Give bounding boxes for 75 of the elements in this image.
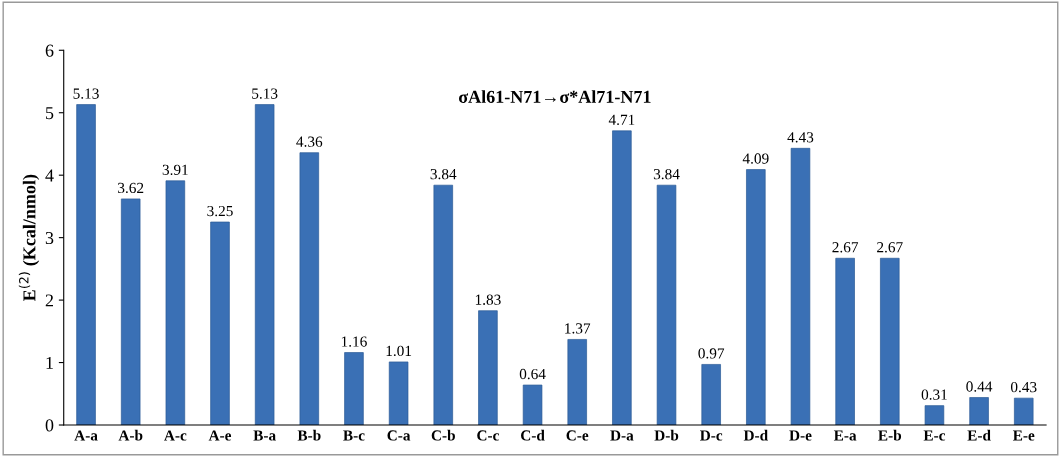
x-tick-label: E-a — [833, 430, 857, 441]
data-label: 4.71 — [608, 114, 635, 126]
bar — [433, 184, 453, 426]
y-tick-label: 0 — [45, 419, 54, 432]
data-label: 3.62 — [118, 182, 144, 194]
bar — [701, 364, 721, 426]
bar — [210, 221, 230, 426]
data-label: 1.37 — [565, 323, 591, 334]
x-tick-label: C-d — [521, 429, 545, 441]
x-tick-label: C-a — [387, 430, 411, 441]
data-label: 0.64 — [519, 368, 546, 380]
data-label: 3.25 — [207, 205, 233, 217]
bar — [388, 361, 409, 426]
data-label: 2.67 — [832, 242, 859, 253]
bar — [478, 310, 498, 426]
bar — [746, 169, 766, 426]
x-tick-label: A-a — [74, 430, 98, 441]
data-label: 3.84 — [430, 168, 457, 180]
x-tick-label: D-b — [654, 429, 679, 441]
data-label: 2.67 — [877, 242, 903, 253]
y-tick-label: 6 — [45, 44, 54, 57]
data-label: 0.43 — [1010, 381, 1037, 393]
bar — [835, 257, 855, 426]
data-label: 4.43 — [787, 132, 814, 143]
y-tick-label: 1 — [46, 356, 53, 369]
x-tick-label: B-c — [343, 430, 365, 441]
bar — [165, 180, 186, 426]
bar — [120, 198, 141, 426]
data-label: 4.36 — [296, 136, 323, 147]
data-label: 3.84 — [653, 168, 680, 180]
bar — [254, 104, 275, 426]
bar — [790, 147, 811, 426]
x-tick-label: B-b — [297, 429, 321, 441]
y-tick-label: 3 — [45, 231, 54, 245]
bar — [344, 352, 364, 426]
bar — [612, 130, 632, 426]
x-tick-label: D-d — [743, 429, 768, 441]
bar — [924, 405, 945, 426]
x-tick-label: E-e — [1012, 430, 1035, 441]
data-label: 5.13 — [73, 88, 99, 99]
data-label: 0.31 — [921, 389, 947, 400]
y-axis-title: E$^{(2)}$ (Kcal/nmol) — [18, 174, 40, 302]
bar — [299, 152, 320, 426]
y-tick-label: 4 — [45, 169, 54, 182]
bar — [522, 384, 543, 426]
x-tick-label: D-a — [610, 430, 634, 441]
data-label: 1.83 — [475, 294, 501, 305]
data-label: 3.91 — [162, 164, 188, 175]
x-tick-label: B-a — [253, 430, 276, 441]
x-tick-label: C-e — [566, 430, 589, 441]
y-tick-label: 5 — [46, 107, 54, 120]
x-tick-label: E-b — [878, 429, 902, 441]
x-tick-label: E-d — [967, 429, 991, 441]
data-label: 5.13 — [252, 88, 278, 99]
bar — [880, 257, 900, 426]
x-tick-label: E-c — [923, 430, 946, 441]
bar — [969, 397, 989, 426]
x-tick-label: A-e — [208, 430, 232, 441]
data-label: 0.97 — [698, 348, 725, 359]
x-tick-label: C-b — [431, 429, 455, 441]
data-label: 0.44 — [966, 381, 993, 392]
data-label: 1.16 — [341, 336, 367, 347]
x-tick-label: A-c — [164, 430, 187, 441]
bar — [567, 339, 587, 426]
bar — [76, 104, 96, 426]
data-label: 1.01 — [386, 345, 412, 357]
y-tick-label: 2 — [45, 294, 53, 307]
text: σAl61-N71→σ*Al71-N71 — [459, 90, 651, 103]
x-tick-label: D-c — [700, 430, 723, 441]
bar — [1014, 397, 1034, 426]
bar — [656, 184, 677, 426]
x-tick-label: C-c — [477, 430, 499, 441]
x-tick-label: A-b — [118, 429, 143, 441]
data-label: 4.09 — [742, 153, 769, 164]
x-tick-label: D-e — [789, 430, 812, 441]
